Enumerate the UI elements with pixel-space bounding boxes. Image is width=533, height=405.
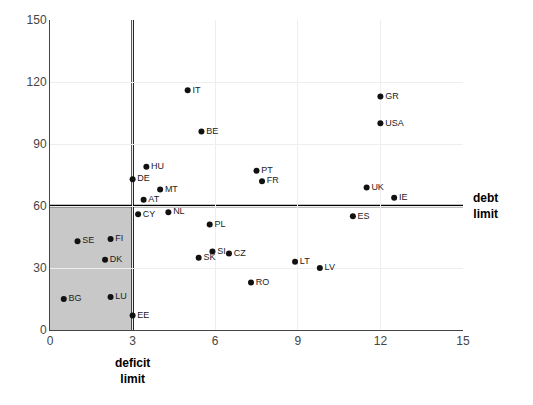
svg-text:CZ: CZ xyxy=(234,248,246,258)
svg-text:SK: SK xyxy=(203,252,215,262)
svg-text:SI: SI xyxy=(217,246,226,256)
svg-text:LT: LT xyxy=(300,256,310,266)
svg-text:LV: LV xyxy=(325,262,335,272)
svg-text:NL: NL xyxy=(173,206,185,216)
svg-text:6: 6 xyxy=(212,334,219,348)
svg-text:LU: LU xyxy=(115,291,127,301)
svg-text:30: 30 xyxy=(33,261,47,275)
svg-text:RO: RO xyxy=(256,277,269,287)
svg-text:ES: ES xyxy=(358,211,370,221)
svg-text:BG: BG xyxy=(69,293,82,303)
svg-text:150: 150 xyxy=(27,13,47,27)
svg-text:AT: AT xyxy=(148,194,159,204)
svg-text:3: 3 xyxy=(129,334,136,348)
svg-text:debtlimit: debtlimit xyxy=(473,191,498,221)
svg-text:MT: MT xyxy=(165,184,178,194)
svg-text:CY: CY xyxy=(143,209,156,219)
svg-text:9: 9 xyxy=(294,334,301,348)
svg-text:FR: FR xyxy=(267,175,279,185)
svg-text:DE: DE xyxy=(137,173,150,183)
svg-text:60: 60 xyxy=(33,199,47,213)
svg-text:IE: IE xyxy=(399,192,408,202)
svg-text:UK: UK xyxy=(371,182,384,192)
svg-text:15: 15 xyxy=(456,334,470,348)
svg-text:deficitlimit: deficitlimit xyxy=(115,356,150,386)
svg-text:HU: HU xyxy=(151,161,164,171)
svg-text:GR: GR xyxy=(385,91,399,101)
svg-text:BE: BE xyxy=(206,126,218,136)
svg-text:USA: USA xyxy=(385,118,404,128)
svg-text:PL: PL xyxy=(214,219,225,229)
svg-text:PT: PT xyxy=(261,165,273,175)
svg-text:FI: FI xyxy=(115,233,123,243)
svg-text:90: 90 xyxy=(33,137,47,151)
svg-text:0: 0 xyxy=(47,334,54,348)
svg-text:IT: IT xyxy=(192,85,201,95)
svg-text:EE: EE xyxy=(137,310,149,320)
svg-text:0: 0 xyxy=(40,323,47,337)
svg-text:12: 12 xyxy=(374,334,388,348)
svg-text:DK: DK xyxy=(110,254,123,264)
svg-text:SE: SE xyxy=(82,235,94,245)
svg-text:120: 120 xyxy=(27,75,47,89)
